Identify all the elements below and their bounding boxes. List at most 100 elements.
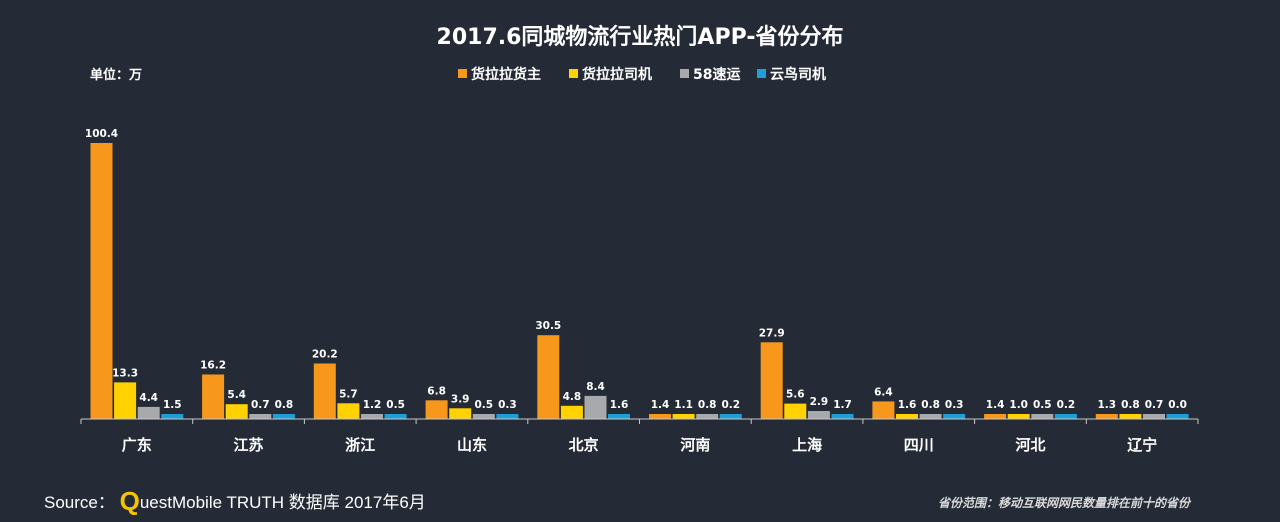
bar-3-2 xyxy=(472,414,495,419)
bars-group xyxy=(90,143,1189,419)
chart-title: 2017.6同城物流行业热门APP-省份分布 xyxy=(437,24,844,50)
category-label-7: 四川 xyxy=(904,436,934,454)
x-axis-ticks xyxy=(80,419,1199,424)
legend-swatch-2 xyxy=(680,69,689,78)
bar-1-0 xyxy=(202,374,225,419)
bar-2-3 xyxy=(384,414,407,419)
bar-7-3 xyxy=(943,414,966,419)
unit-label: 单位：万 xyxy=(90,67,142,83)
bar-1-1 xyxy=(225,404,248,419)
value-label-8-3: 0.2 xyxy=(1057,399,1076,411)
value-label-7-1: 1.6 xyxy=(898,399,917,411)
bar-8-0 xyxy=(984,414,1007,419)
value-label-2-3: 0.5 xyxy=(386,399,405,411)
bar-6-2 xyxy=(807,411,830,419)
value-label-5-1: 1.1 xyxy=(674,399,693,411)
bar-0-3 xyxy=(161,414,184,419)
value-label-6-3: 1.7 xyxy=(833,399,852,411)
bar-8-1 xyxy=(1007,414,1030,419)
bar-6-3 xyxy=(831,414,854,419)
value-label-2-2: 1.2 xyxy=(363,399,382,411)
footer-note: 省份范围：移动互联网网民数量排在前十的省份 xyxy=(937,496,1190,510)
value-label-6-0: 27.9 xyxy=(759,327,785,339)
value-label-3-2: 0.5 xyxy=(474,399,493,411)
footer-source: Source： QuestMobile TRUTH 数据库 2017年6月 xyxy=(44,486,426,517)
value-label-9-0: 1.3 xyxy=(1097,399,1116,411)
questmobile-logo-q: Q xyxy=(119,486,140,516)
bar-9-1 xyxy=(1119,414,1142,419)
bar-2-0 xyxy=(313,363,336,419)
bar-3-1 xyxy=(449,408,472,419)
bar-9-3 xyxy=(1166,414,1189,419)
value-label-7-3: 0.3 xyxy=(945,399,964,411)
category-label-6: 上海 xyxy=(792,436,822,454)
value-label-5-3: 0.2 xyxy=(721,399,740,411)
value-label-0-2: 4.4 xyxy=(139,392,158,404)
bar-8-2 xyxy=(1031,414,1054,419)
bar-5-0 xyxy=(649,414,671,419)
bar-0-0 xyxy=(90,143,113,419)
legend-label-0: 货拉拉货主 xyxy=(470,66,541,83)
value-label-5-0: 1.4 xyxy=(651,399,670,411)
value-label-3-3: 0.3 xyxy=(498,399,517,411)
category-label-5: 河南 xyxy=(680,436,710,454)
category-label-4: 北京 xyxy=(569,436,599,454)
category-label-0: 广东 xyxy=(122,436,152,454)
value-label-3-0: 6.8 xyxy=(427,385,446,397)
value-label-6-2: 2.9 xyxy=(810,396,829,408)
bar-5-1 xyxy=(672,414,695,419)
bar-4-2 xyxy=(584,395,607,419)
bar-3-3 xyxy=(496,414,519,419)
value-label-3-1: 3.9 xyxy=(451,393,470,405)
value-label-2-1: 5.7 xyxy=(339,388,358,400)
category-label-3: 山东 xyxy=(457,436,487,454)
value-label-0-0: 100.4 xyxy=(85,128,118,140)
value-label-4-3: 1.6 xyxy=(610,399,629,411)
bar-7-0 xyxy=(872,401,895,419)
legend: 货拉拉货主 货拉拉司机 58速运 云鸟司机 xyxy=(458,66,826,83)
value-label-7-2: 0.8 xyxy=(921,399,940,411)
bar-6-0 xyxy=(760,342,783,419)
category-label-8: 河北 xyxy=(1015,436,1045,454)
bar-4-0 xyxy=(537,335,560,419)
legend-label-3: 云鸟司机 xyxy=(770,66,826,83)
value-label-2-0: 20.2 xyxy=(312,349,338,361)
bar-7-2 xyxy=(919,414,942,419)
legend-label-2: 58速运 xyxy=(693,66,740,83)
value-label-8-2: 0.5 xyxy=(1033,399,1052,411)
bar-4-3 xyxy=(608,414,630,419)
legend-swatch-0 xyxy=(458,69,467,78)
bar-3-0 xyxy=(425,400,448,419)
bar-2-2 xyxy=(361,414,383,419)
legend-swatch-3 xyxy=(757,69,766,78)
value-labels-group: 100.4 13.3 4.4 1.5 16.2 5.4 0.7 0.8 20.2 5.7 1.2 0.… xyxy=(85,128,1187,411)
bar-8-3 xyxy=(1054,414,1077,419)
bar-5-3 xyxy=(719,414,742,419)
bar-0-1 xyxy=(114,382,137,419)
value-label-0-3: 1.5 xyxy=(163,399,182,411)
value-label-4-2: 8.4 xyxy=(586,381,605,393)
value-label-1-3: 0.8 xyxy=(275,399,294,411)
category-label-1: 江苏 xyxy=(233,436,263,454)
value-label-9-1: 0.8 xyxy=(1121,399,1140,411)
value-label-8-0: 1.4 xyxy=(986,399,1005,411)
value-label-5-2: 0.8 xyxy=(698,399,717,411)
bar-4-1 xyxy=(560,405,583,419)
value-label-0-1: 13.3 xyxy=(112,367,138,379)
bar-9-0 xyxy=(1095,414,1118,419)
legend-label-1: 货拉拉司机 xyxy=(581,66,652,83)
bar-5-2 xyxy=(696,414,719,419)
value-label-4-1: 4.8 xyxy=(563,391,582,403)
legend-swatch-1 xyxy=(569,69,578,78)
bar-9-2 xyxy=(1143,414,1165,419)
category-label-2: 浙江 xyxy=(345,436,375,454)
value-label-7-0: 6.4 xyxy=(874,386,893,398)
category-label-9: 辽宁 xyxy=(1127,436,1157,454)
value-label-1-1: 5.4 xyxy=(227,389,246,401)
bar-1-2 xyxy=(249,414,272,419)
source-text: uestMobile TRUTH 数据库 2017年6月 xyxy=(139,493,426,512)
value-label-9-2: 0.7 xyxy=(1145,399,1164,411)
bar-6-1 xyxy=(784,403,807,419)
value-label-1-2: 0.7 xyxy=(251,399,270,411)
value-label-1-0: 16.2 xyxy=(200,360,226,372)
